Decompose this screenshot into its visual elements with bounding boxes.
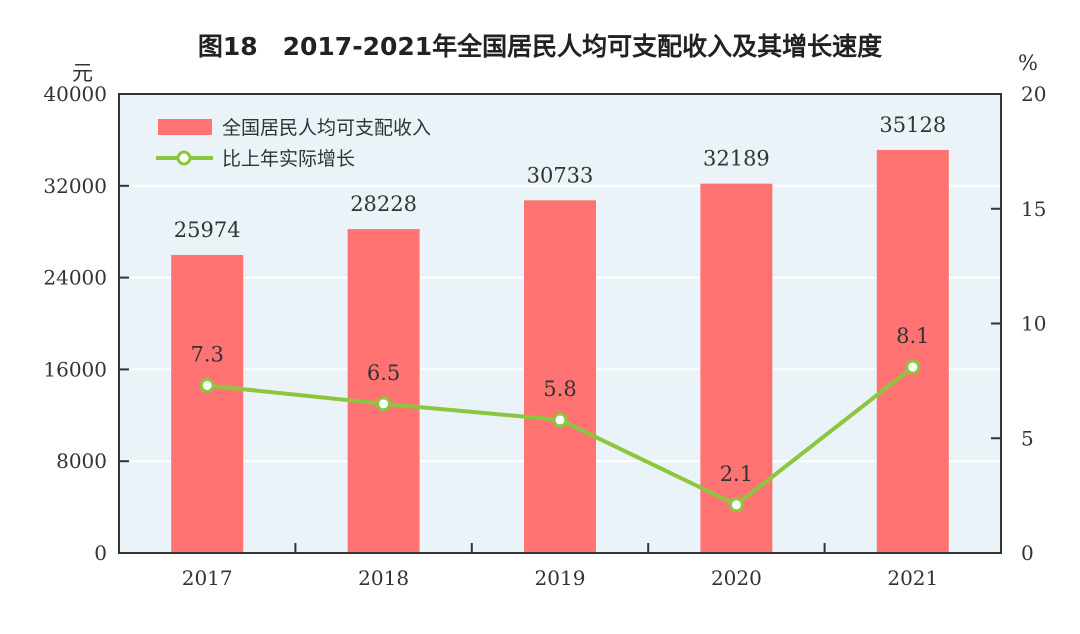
left-tick-label: 40000	[43, 82, 107, 106]
growth-point-2017	[199, 377, 215, 393]
x-tick-label: 2017	[182, 566, 233, 590]
bar-2018	[347, 229, 420, 554]
right-tick-label: 10	[1021, 312, 1046, 336]
legend-line-marker	[176, 150, 192, 166]
growth-point-2021	[905, 359, 921, 375]
right-axis-unit: %	[1018, 51, 1038, 75]
growth-value-label: 6.5	[367, 361, 400, 385]
growth-value-label: 7.3	[190, 342, 223, 366]
legend-bar-label: 全国居民人均可支配收入	[222, 117, 431, 139]
left-tick-label: 8000	[56, 449, 107, 473]
chart-title: 图18 2017-2021年全国居民人均可支配收入及其增长速度	[198, 32, 882, 61]
right-tick-label: 0	[1021, 541, 1034, 565]
growth-point-2018	[376, 396, 392, 412]
bar-value-label: 32189	[703, 147, 770, 171]
bar-value-label: 28228	[350, 192, 417, 216]
left-axis-unit: 元	[72, 61, 93, 85]
bar-2017	[171, 254, 244, 553]
bar-2021	[876, 149, 949, 554]
growth-value-label: 2.1	[720, 462, 753, 486]
left-tick-label: 32000	[43, 174, 107, 198]
x-tick-label: 2018	[358, 566, 409, 590]
left-tick-label: 24000	[43, 266, 107, 290]
bar-2019	[524, 200, 596, 554]
left-tick-label: 16000	[43, 357, 107, 381]
x-tick-label: 2019	[535, 566, 586, 590]
bar-value-label: 30733	[527, 163, 594, 187]
right-tick-label: 20	[1021, 82, 1046, 106]
legend-line-label: 比上年实际增长	[222, 148, 355, 170]
right-tick-label: 15	[1021, 197, 1046, 221]
growth-value-label: 8.1	[896, 324, 929, 348]
left-tick-label: 0	[94, 541, 107, 565]
growth-point-2020	[728, 497, 744, 513]
growth-value-label: 5.8	[543, 377, 576, 401]
right-tick-label: 5	[1021, 426, 1034, 450]
bar-value-label: 35128	[879, 113, 946, 137]
bar-value-label: 25974	[174, 218, 241, 242]
legend-bar-swatch	[158, 119, 212, 135]
legend: 全国居民人均可支配收入 比上年实际增长	[156, 117, 431, 170]
x-tick-label: 2021	[887, 566, 938, 590]
growth-point-2019	[552, 412, 568, 428]
x-tick-label: 2020	[711, 566, 762, 590]
